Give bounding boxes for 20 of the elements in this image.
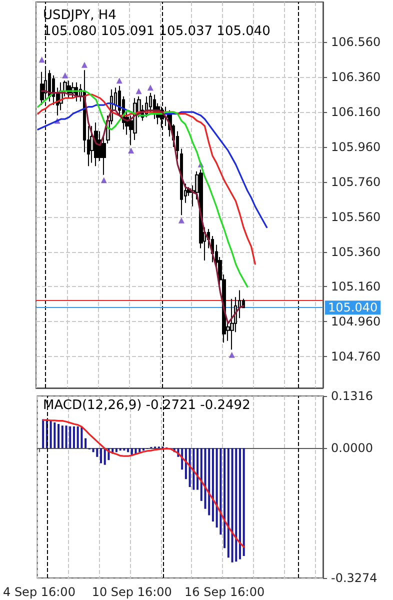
- y-tick-label: 105.760: [331, 174, 381, 189]
- y-tick-label: 104.960: [331, 314, 381, 329]
- y-tick-label: 0.1316: [331, 389, 373, 403]
- y-tick-label: 105.160: [331, 280, 381, 294]
- x-tick-label: 4 Sep 16:00: [2, 585, 76, 599]
- y-tick-label: 104.760: [331, 350, 381, 364]
- ref-line-label: 105.040: [328, 300, 378, 315]
- chart-title: USDJPY, H4: [43, 8, 116, 23]
- y-tick-label: -0.3274: [331, 571, 378, 585]
- y-tick-label: 106.360: [331, 70, 381, 84]
- y-tick-label: 105.360: [331, 244, 381, 259]
- text: 105.080 105.091 105.037 105.040: [43, 24, 270, 39]
- y-tick-label: 106.160: [331, 105, 381, 120]
- y-tick-label: 0.0000: [331, 441, 373, 456]
- x-tick-label: 10 Sep 16:00: [92, 585, 172, 599]
- x-tick-label: 16 Sep 16:00: [184, 585, 265, 599]
- chart-title: MACD(12,26,9) -0.2721 -0.2492: [43, 398, 250, 413]
- y-tick-label: 105.560: [331, 210, 381, 224]
- y-tick-label: 105.960: [331, 140, 381, 154]
- y-tick-label: 106.560: [331, 35, 381, 50]
